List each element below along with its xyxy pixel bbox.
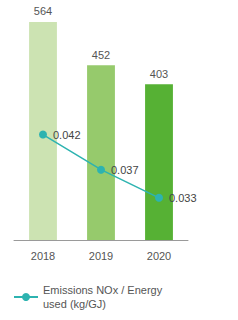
svg-text:564: 564 — [34, 5, 52, 17]
svg-text:0.042: 0.042 — [53, 129, 81, 141]
svg-text:2018: 2018 — [31, 250, 55, 262]
svg-text:2020: 2020 — [147, 250, 171, 262]
svg-text:403: 403 — [150, 68, 168, 80]
svg-text:2019: 2019 — [89, 250, 113, 262]
svg-text:Emissions NOx / Energy: Emissions NOx / Energy — [43, 284, 165, 296]
svg-text:used (kg/GJ): used (kg/GJ) — [43, 298, 106, 310]
svg-text:452: 452 — [92, 49, 110, 61]
svg-text:0.033: 0.033 — [169, 192, 197, 204]
svg-text:0.037: 0.037 — [111, 164, 139, 176]
